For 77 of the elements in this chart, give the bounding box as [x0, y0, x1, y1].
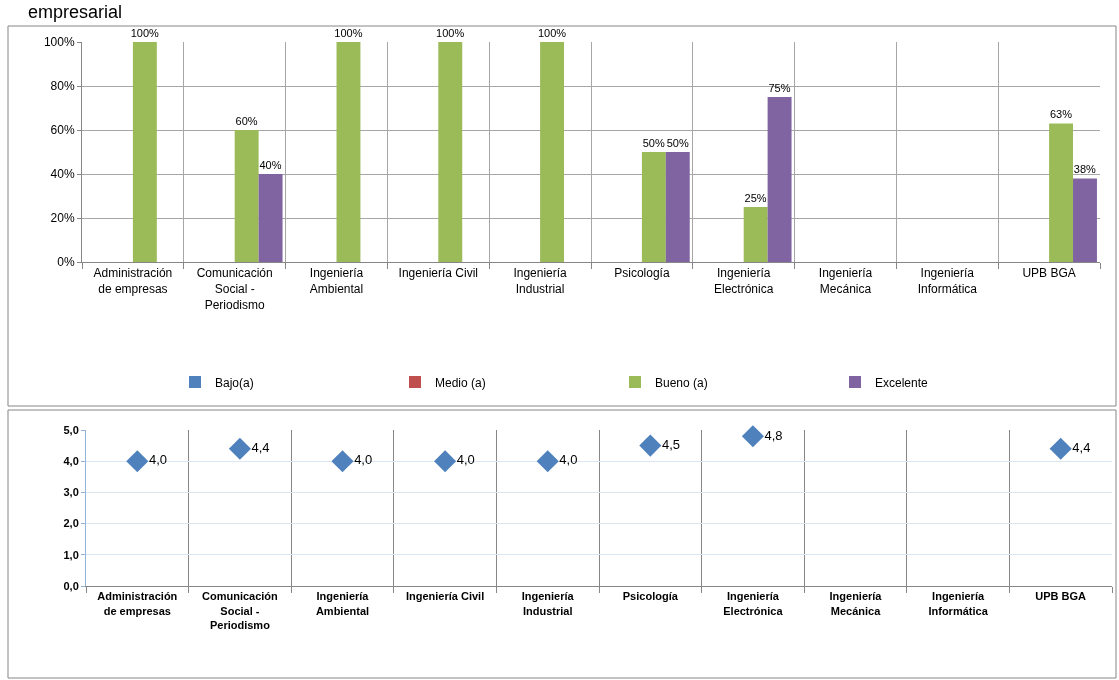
x-tick-label: Comunicación Social - Periodismo	[202, 590, 279, 631]
bar	[234, 130, 259, 262]
y-tick-label: 5,0	[63, 423, 79, 436]
data-label: 100%	[334, 27, 363, 39]
bar	[438, 42, 463, 262]
data-label: 40%	[259, 159, 282, 171]
legend-label: Bajo(a)	[215, 375, 254, 390]
y-tick-label: 0%	[57, 255, 75, 270]
x-tick-label: Ingeniería Industrial	[521, 590, 575, 617]
point	[741, 425, 764, 448]
point	[536, 450, 559, 473]
y-tick-label: 100%	[43, 35, 75, 50]
y-tick-label: 0,0	[63, 579, 79, 592]
data-label: 50%	[666, 137, 689, 149]
x-tick-label: UPB BGA	[1035, 590, 1087, 603]
data-label: 75%	[768, 82, 791, 94]
x-tick-label: Ingeniería Civil	[405, 590, 485, 603]
bar	[743, 207, 768, 262]
y-tick-label: 40%	[50, 167, 75, 182]
data-label: 63%	[1049, 108, 1073, 121]
legend-label: Bueno (a)	[655, 375, 708, 390]
x-tick-label: Ingeniería Informática	[928, 590, 989, 617]
y-tick-label: 80%	[50, 79, 75, 94]
x-tick-label: Ingeniería Electrónica	[714, 266, 774, 296]
data-label: 4,0	[148, 452, 167, 468]
x-tick-label: Administración de empresas	[93, 266, 173, 296]
x-tick-label: Psicología	[614, 266, 670, 281]
data-label: 100%	[436, 27, 465, 39]
point	[639, 434, 662, 457]
y-tick-label: 1,0	[63, 548, 79, 561]
data-label: 100%	[537, 27, 567, 39]
y-tick-label: 3,0	[63, 486, 79, 499]
x-tick-label: Ingeniería Mecánica	[818, 266, 873, 296]
point	[126, 450, 149, 473]
bar	[1073, 178, 1097, 262]
y-tick-label: 2,0	[63, 517, 79, 530]
bar	[665, 152, 690, 262]
x-tick-label: Ingeniería Informática	[917, 266, 978, 296]
bar	[1049, 123, 1074, 262]
x-tick-label: Ingeniería Mecánica	[829, 590, 883, 617]
x-tick-label: Administración de empresas	[97, 590, 178, 617]
bar	[641, 152, 666, 262]
data-label: 4,8	[764, 427, 783, 443]
y-tick-label: 4,0	[63, 455, 79, 468]
x-tick-label: Ingeniería Ambiental	[315, 590, 370, 617]
data-label: 4,4	[251, 439, 270, 455]
bar	[132, 42, 157, 262]
x-tick-label: UPB BGA	[1022, 266, 1076, 281]
legend-label: Excelente	[875, 375, 929, 390]
x-tick-label: Ingeniería Ambiental	[309, 266, 364, 296]
data-label: 100%	[130, 27, 160, 39]
y-tick-label: 20%	[50, 211, 75, 226]
x-tick-label: Ingeniería Industrial	[513, 266, 568, 296]
point	[434, 450, 457, 473]
bar	[540, 42, 565, 262]
x-tick-label: Psicología	[622, 590, 679, 603]
data-label: 4,0	[559, 452, 578, 468]
data-label: 4,4	[1072, 439, 1091, 455]
data-label: 25%	[744, 192, 767, 204]
point	[1049, 437, 1072, 460]
point	[228, 437, 251, 460]
y-tick-label: 60%	[50, 123, 75, 138]
point	[331, 450, 354, 473]
data-label: 50%	[642, 137, 665, 149]
data-label: 38%	[1073, 163, 1097, 176]
legend-label: Medio (a)	[435, 375, 486, 390]
data-label: 60%	[235, 115, 258, 127]
bar	[336, 42, 361, 262]
data-label: 4,5	[661, 436, 680, 452]
bar	[258, 174, 283, 262]
x-tick-label: Comunicación Social - Periodismo	[196, 266, 273, 312]
chart-title: empresarial	[28, 2, 123, 22]
data-label: 4,0	[456, 452, 475, 468]
data-label: 4,0	[354, 452, 373, 468]
bar	[767, 97, 792, 262]
x-tick-label: Ingeniería Electrónica	[723, 590, 784, 617]
x-tick-label: Ingeniería Civil	[398, 266, 478, 281]
